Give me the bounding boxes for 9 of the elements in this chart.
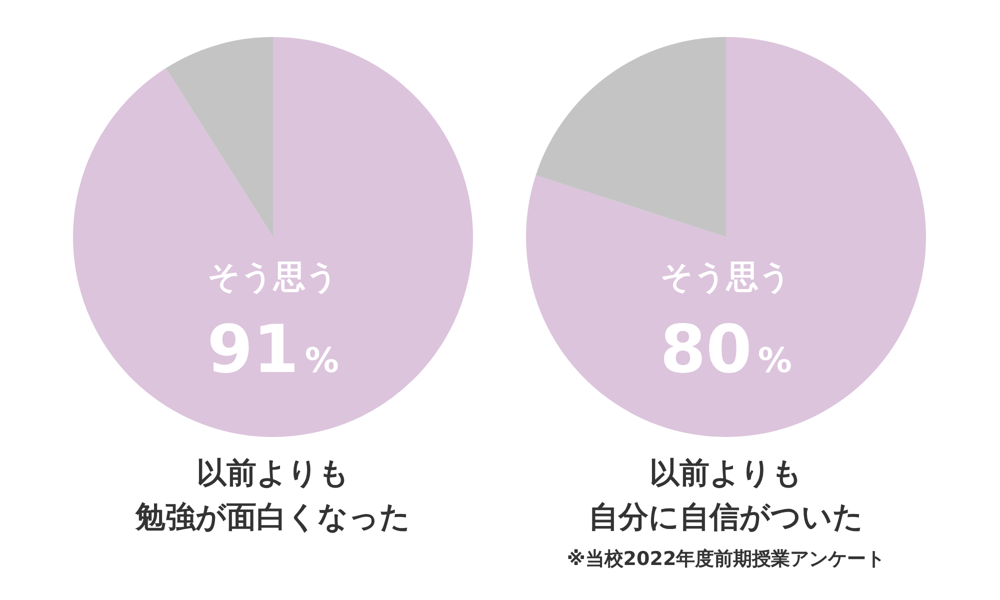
data-label: 80%	[660, 311, 792, 388]
text: 勉強が面白くなった	[134, 499, 412, 537]
text: 以前よりも	[196, 455, 350, 493]
text: ※当校2022年度前期授業アンケート	[566, 547, 886, 572]
slice-label: そう思う	[208, 257, 338, 296]
slice-label: そう思う	[660, 257, 792, 296]
text: 以前よりも	[648, 455, 804, 493]
text: 自分に自信がついた	[588, 499, 864, 537]
data-label: 91%	[207, 311, 339, 388]
